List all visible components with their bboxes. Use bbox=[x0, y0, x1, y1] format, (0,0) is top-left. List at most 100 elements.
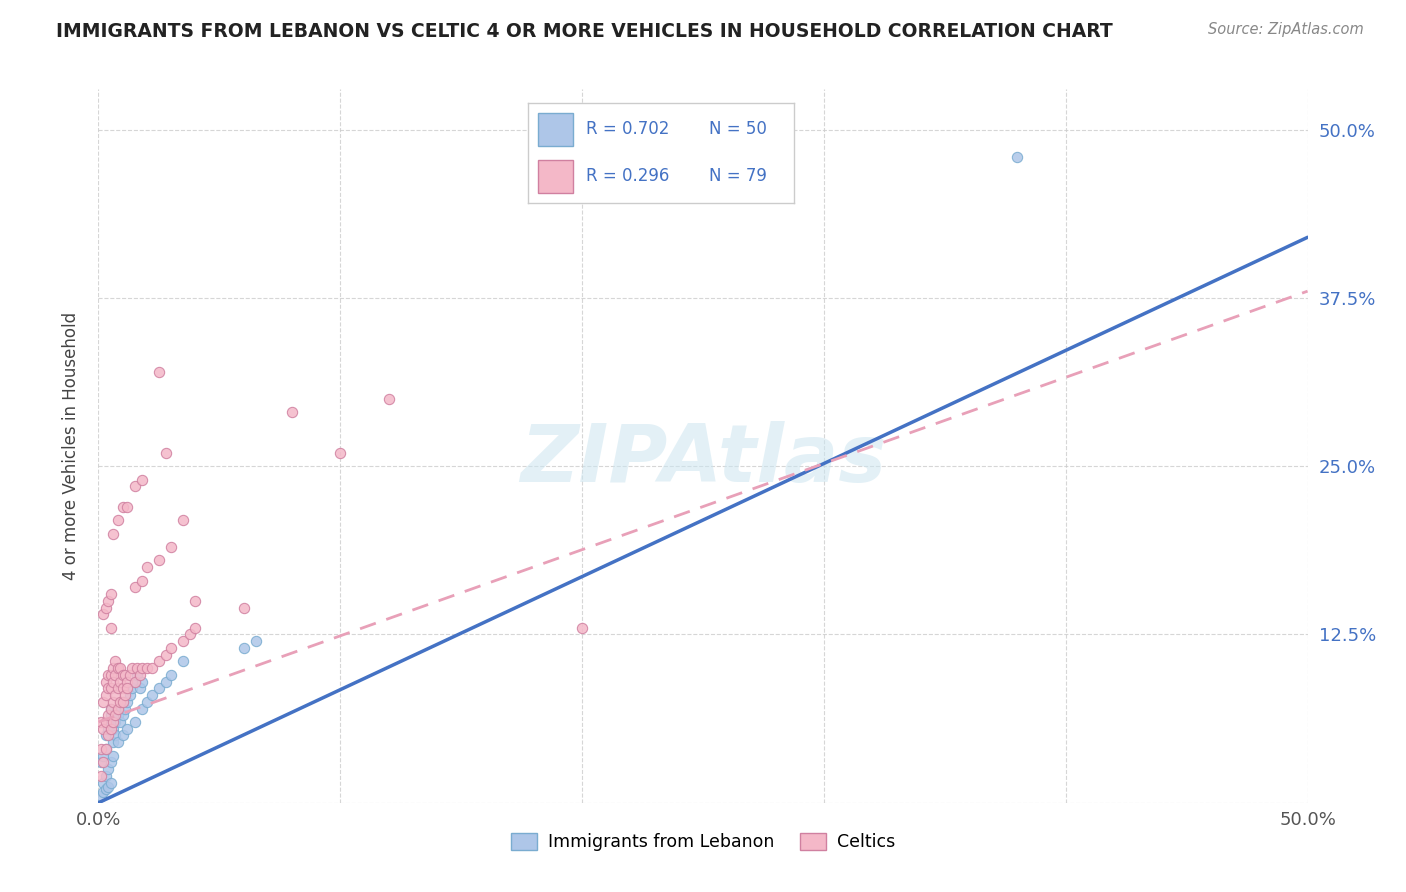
Point bbox=[101, 714, 124, 729]
Point bbox=[111, 695, 134, 709]
Point bbox=[104, 714, 127, 729]
Point bbox=[100, 756, 122, 770]
Point bbox=[111, 681, 134, 696]
Point bbox=[155, 674, 177, 689]
Point bbox=[90, 756, 112, 770]
Point bbox=[135, 695, 157, 709]
Point bbox=[124, 479, 146, 493]
Point bbox=[184, 594, 207, 608]
Point bbox=[97, 681, 120, 696]
Point bbox=[172, 655, 194, 669]
Point bbox=[94, 688, 117, 702]
Point bbox=[104, 668, 127, 682]
Point bbox=[101, 748, 124, 763]
Point bbox=[135, 661, 157, 675]
Point bbox=[107, 661, 129, 675]
Point bbox=[100, 621, 122, 635]
Point bbox=[107, 708, 129, 723]
Point bbox=[111, 695, 134, 709]
Point bbox=[90, 789, 112, 803]
Point bbox=[104, 708, 127, 723]
Point bbox=[184, 621, 207, 635]
Point bbox=[100, 701, 122, 715]
Point bbox=[155, 446, 177, 460]
Y-axis label: 4 or more Vehicles in Household: 4 or more Vehicles in Household bbox=[62, 312, 80, 580]
Point bbox=[100, 587, 122, 601]
Point bbox=[172, 634, 194, 648]
Point bbox=[97, 714, 120, 729]
Point bbox=[117, 695, 139, 709]
Point bbox=[148, 365, 170, 379]
Point bbox=[94, 742, 117, 756]
Point bbox=[232, 600, 254, 615]
Point bbox=[97, 762, 120, 776]
Point bbox=[124, 674, 146, 689]
Point bbox=[101, 722, 124, 736]
Point bbox=[107, 681, 129, 696]
Text: IMMIGRANTS FROM LEBANON VS CELTIC 4 OR MORE VEHICLES IN HOUSEHOLD CORRELATION CH: IMMIGRANTS FROM LEBANON VS CELTIC 4 OR M… bbox=[56, 22, 1114, 41]
Point bbox=[121, 661, 143, 675]
Point bbox=[131, 661, 153, 675]
Point bbox=[94, 742, 117, 756]
Point bbox=[108, 714, 131, 729]
Point bbox=[94, 674, 117, 689]
Point bbox=[91, 756, 114, 770]
Point bbox=[128, 681, 150, 696]
Point bbox=[108, 674, 131, 689]
Point bbox=[101, 735, 124, 749]
Point bbox=[377, 392, 399, 406]
Point bbox=[104, 688, 127, 702]
Point bbox=[91, 607, 114, 622]
Point bbox=[160, 540, 183, 554]
Point bbox=[94, 714, 117, 729]
Point bbox=[111, 500, 134, 514]
Point bbox=[131, 674, 153, 689]
Point bbox=[94, 729, 117, 743]
Point bbox=[329, 446, 352, 460]
Point bbox=[1007, 149, 1029, 163]
Point bbox=[179, 627, 201, 641]
Point bbox=[131, 701, 153, 715]
Point bbox=[94, 600, 117, 615]
Point bbox=[148, 681, 170, 696]
Point bbox=[114, 701, 136, 715]
Point bbox=[141, 688, 163, 702]
Point bbox=[91, 748, 114, 763]
Point bbox=[160, 668, 183, 682]
Point bbox=[155, 648, 177, 662]
Point bbox=[281, 405, 304, 419]
Point bbox=[91, 785, 114, 799]
Point bbox=[160, 640, 183, 655]
Point bbox=[100, 722, 122, 736]
Point bbox=[100, 668, 122, 682]
Point bbox=[232, 640, 254, 655]
Point bbox=[97, 780, 120, 794]
Point bbox=[97, 729, 120, 743]
Point bbox=[94, 782, 117, 797]
Point bbox=[90, 769, 112, 783]
Point bbox=[111, 668, 134, 682]
Point bbox=[124, 714, 146, 729]
Point bbox=[104, 655, 127, 669]
Point bbox=[91, 722, 114, 736]
Point bbox=[114, 688, 136, 702]
Point bbox=[107, 513, 129, 527]
Point bbox=[124, 674, 146, 689]
Point bbox=[108, 661, 131, 675]
Point bbox=[97, 594, 120, 608]
Point bbox=[100, 701, 122, 715]
Point bbox=[108, 695, 131, 709]
Point bbox=[97, 722, 120, 736]
Point bbox=[100, 708, 122, 723]
Point bbox=[94, 769, 117, 783]
Point bbox=[148, 655, 170, 669]
Point bbox=[117, 500, 139, 514]
Point bbox=[117, 681, 139, 696]
Point bbox=[101, 674, 124, 689]
Point bbox=[148, 553, 170, 567]
Point bbox=[117, 674, 139, 689]
Point bbox=[571, 621, 593, 635]
Point bbox=[245, 634, 267, 648]
Point bbox=[101, 526, 124, 541]
Point bbox=[124, 580, 146, 594]
